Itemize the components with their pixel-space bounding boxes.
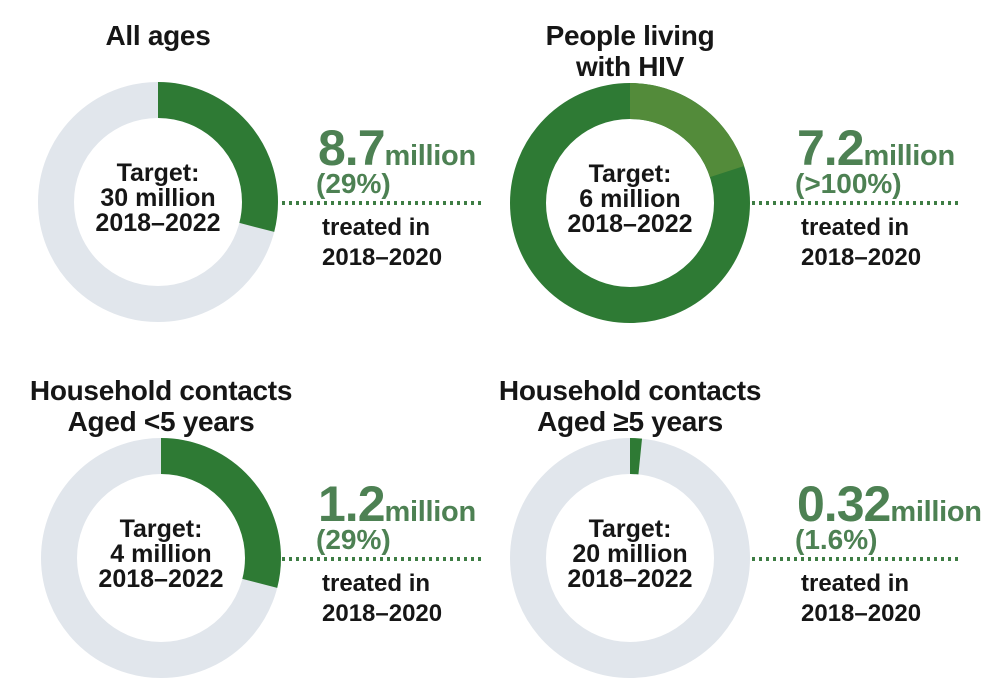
panel-title-line: Household contacts	[498, 375, 762, 406]
dotted-connector-line	[282, 557, 482, 561]
treated-value: 1.2million	[318, 479, 476, 542]
target-label-line: 30 million	[100, 183, 216, 212]
donut-svg	[38, 82, 278, 322]
dotted-connector-line	[752, 201, 958, 205]
treated-value: 7.2million	[797, 123, 955, 186]
donut-svg	[510, 83, 750, 323]
treated-caption: treated in 2018–2020	[322, 569, 442, 629]
donut-svg	[41, 438, 281, 678]
treated-percent: (29%)	[316, 168, 391, 199]
treated-value: 8.7million	[318, 123, 476, 186]
panel-all-ages: All ages Target: 30 million 2018–2022 8.…	[0, 0, 500, 356]
donut-chart-all-ages: Target: 30 million 2018–2022	[38, 82, 278, 322]
treated-value-unit: million	[863, 140, 956, 172]
panel-title-line: with HIV	[575, 51, 685, 82]
treated-value: 0.32million	[797, 479, 982, 542]
panel-title: People living with HIV	[470, 20, 790, 82]
donut-svg	[510, 438, 750, 678]
donut-center-target-label: Target: 30 million 2018–2022	[38, 78, 278, 318]
target-label-line: 2018–2022	[567, 209, 693, 238]
treated-caption-line: treated in	[322, 214, 431, 241]
target-label-line: 20 million	[572, 539, 688, 568]
target-label-line: 2018–2022	[567, 564, 693, 593]
target-label-line: 2018–2022	[98, 564, 224, 593]
treated-value-number: 8.7	[318, 120, 386, 176]
panel-household-contacts-under-5: Household contacts Aged <5 years Target:…	[0, 356, 500, 696]
donut-chart-hiv: Target: 6 million 2018–2022	[510, 83, 750, 323]
treated-caption-line: treated in	[801, 570, 910, 597]
treated-value-number: 0.32	[797, 476, 891, 532]
donut-chart-contacts-5-and-over: Target: 20 million 2018–2022	[510, 438, 750, 678]
target-label-line: 2018–2022	[95, 208, 221, 237]
target-label-line: 4 million	[110, 539, 212, 568]
dotted-connector-line	[282, 201, 482, 205]
treated-caption-line: 2018–2020	[322, 600, 443, 627]
donut-progress-arc	[38, 82, 278, 322]
treated-caption: treated in 2018–2020	[801, 569, 921, 629]
treated-value-unit: million	[384, 140, 477, 172]
target-label-line: Target:	[116, 158, 200, 187]
panel-people-living-with-hiv: People living with HIV Target: 6 million…	[500, 0, 1000, 356]
target-label-line: Target:	[119, 514, 203, 543]
donut-overflow-arc	[510, 83, 750, 323]
panel-title-line: Aged <5 years	[67, 406, 255, 437]
target-label-line: Target:	[588, 159, 672, 188]
panel-title: Household contacts Aged <5 years	[1, 375, 321, 437]
treated-caption: treated in 2018–2020	[801, 213, 921, 273]
treated-value-unit: million	[890, 496, 982, 528]
panel-title-line: People living	[545, 20, 715, 51]
treated-percent: (>100%)	[795, 168, 902, 199]
treated-caption-line: 2018–2020	[322, 244, 443, 271]
donut-progress-arc	[41, 438, 281, 678]
panel-title: All ages	[0, 20, 318, 51]
treated-percent: (29%)	[316, 524, 391, 555]
treated-value-unit: million	[384, 496, 477, 528]
dotted-connector-line	[752, 557, 958, 561]
target-label-line: Target:	[588, 514, 672, 543]
treated-caption: treated in 2018–2020	[322, 213, 442, 273]
treated-caption-line: treated in	[322, 570, 431, 597]
target-label-line: 6 million	[579, 184, 681, 213]
panel-title-line: Aged ≥5 years	[537, 406, 723, 437]
donut-chart-contacts-under-5: Target: 4 million 2018–2022	[41, 438, 281, 678]
donut-center-target-label: Target: 20 million 2018–2022	[510, 434, 750, 674]
treated-caption-line: 2018–2020	[801, 600, 922, 627]
panel-title: Household contacts Aged ≥5 years	[470, 375, 790, 437]
treated-value-number: 7.2	[797, 120, 865, 176]
donut-center-target-label: Target: 4 million 2018–2022	[41, 434, 281, 674]
treated-caption-line: 2018–2020	[801, 244, 922, 271]
treated-value-number: 1.2	[318, 476, 386, 532]
panel-title-line: All ages	[105, 20, 211, 51]
treated-caption-line: treated in	[801, 214, 910, 241]
treated-percent: (1.6%)	[795, 524, 878, 555]
donut-center-target-label: Target: 6 million 2018–2022	[510, 79, 750, 319]
panel-household-contacts-5-and-over: Household contacts Aged ≥5 years Target:…	[499, 356, 1000, 696]
donut-progress-arc	[510, 438, 750, 678]
panel-title-line: Household contacts	[29, 375, 293, 406]
